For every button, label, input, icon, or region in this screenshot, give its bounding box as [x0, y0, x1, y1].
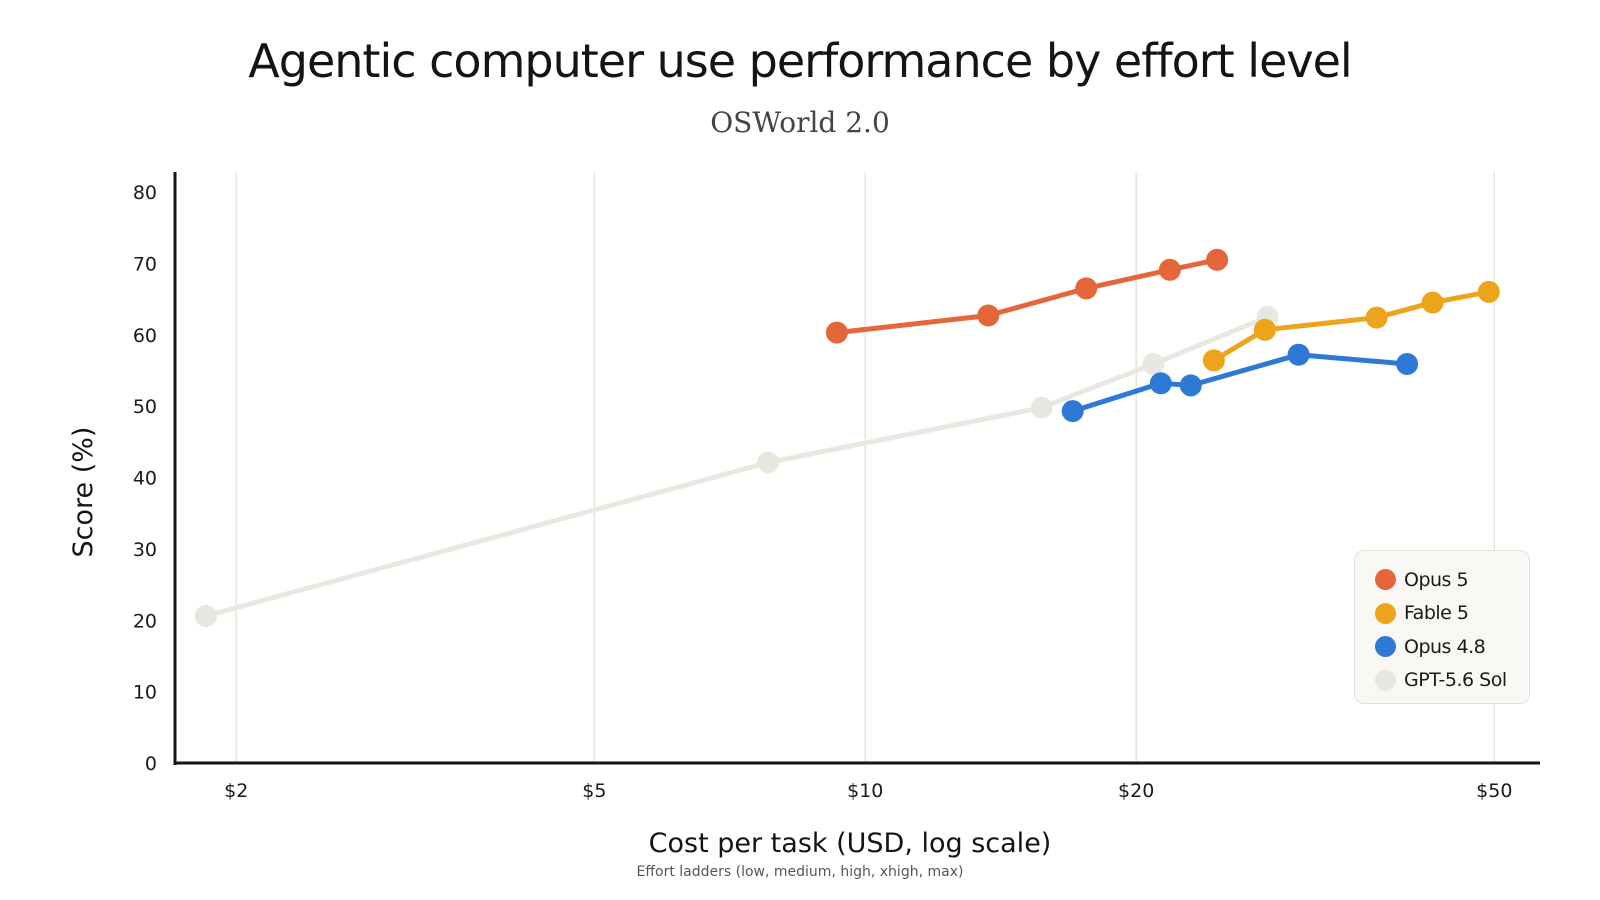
y-tick-label-30: 30 — [133, 539, 157, 561]
data-point-opus-4-8-4 — [1287, 343, 1310, 366]
data-point-fable-5-2 — [1253, 318, 1276, 341]
grid-lines — [235, 172, 1496, 762]
legend-label-gpt-5-6-sol: GPT-5.6 Sol — [1404, 669, 1507, 692]
data-point-opus-4-8-5 — [1396, 353, 1419, 375]
series-line-opus-4-8 — [1070, 352, 1410, 414]
y-tick-label-60: 60 — [133, 325, 157, 347]
legend-swatch-opus-4-8 — [1375, 636, 1396, 658]
series-fable-5 — [1202, 280, 1500, 372]
legend-item-opus-5: Opus 5 — [1375, 563, 1529, 597]
series-gpt-5-6-sol — [194, 305, 1279, 627]
legend: Opus 5 Fable 5 Opus 4.8 GPT-5.6 Sol — [1354, 550, 1530, 704]
x-tick-label-20: $20 — [1118, 780, 1154, 802]
axes — [173, 172, 1540, 765]
data-point-opus-4-8-1 — [1061, 400, 1084, 423]
y-tick-label-0: 0 — [145, 753, 157, 775]
y-tick-label-40: 40 — [133, 468, 157, 490]
data-point-gpt-5-6-sol-3 — [1030, 396, 1053, 419]
chart-title: Agentic computer use performance by effo… — [248, 34, 1352, 88]
chart-subtitle: OSWorld 2.0 — [710, 106, 890, 139]
legend-item-gpt-5-6-sol: GPT-5.6 Sol — [1375, 664, 1529, 698]
tick-labels: $2 $5 $10 $20 $50 0 10 20 30 40 50 60 70 80 — [133, 182, 1513, 802]
legend-label-opus-4-8: Opus 4.8 — [1404, 635, 1486, 658]
data-point-fable-5-4 — [1421, 291, 1444, 314]
x-tick-label-50: $50 — [1476, 780, 1512, 802]
data-point-opus-4-8-3 — [1179, 374, 1202, 397]
legend-swatch-gpt-5-6-sol — [1375, 669, 1396, 691]
legend-item-opus-4-8: Opus 4.8 — [1375, 630, 1529, 664]
legend-item-fable-5: Fable 5 — [1375, 597, 1529, 631]
data-point-opus-4-8-2 — [1149, 372, 1172, 395]
chart-note: Effort ladders (low, medium, high, xhigh… — [636, 864, 964, 880]
x-axis-title: Cost per task (USD, log scale) — [649, 828, 1052, 859]
x-tick-label-2: $2 — [224, 780, 248, 802]
x-tick-label-5: $5 — [582, 780, 606, 802]
y-tick-label-20: 20 — [133, 610, 157, 632]
data-point-opus-5-1 — [825, 321, 848, 344]
data-point-gpt-5-6-sol-2 — [757, 451, 780, 474]
data-point-opus-5-5 — [1206, 248, 1229, 271]
y-tick-label-50: 50 — [133, 396, 157, 418]
data-point-fable-5-3 — [1365, 306, 1388, 329]
data-series — [194, 248, 1500, 627]
data-point-fable-5-5 — [1477, 280, 1500, 303]
legend-label-opus-5: Opus 5 — [1404, 568, 1469, 591]
data-point-opus-5-3 — [1075, 277, 1098, 300]
data-point-opus-5-4 — [1158, 258, 1181, 281]
data-point-fable-5-1 — [1202, 349, 1225, 372]
series-opus-4-8 — [1061, 343, 1419, 423]
series-opus-5 — [825, 248, 1229, 344]
y-axis-title: Score (%) — [68, 427, 99, 558]
legend-label-fable-5: Fable 5 — [1404, 602, 1469, 625]
data-point-gpt-5-6-sol-1 — [194, 605, 217, 627]
y-tick-label-80: 80 — [133, 182, 157, 204]
x-tick-label-10: $10 — [847, 780, 883, 802]
legend-swatch-fable-5 — [1375, 602, 1396, 624]
legend-swatch-opus-5 — [1375, 569, 1396, 591]
series-line-gpt-5-6-sol — [203, 314, 1271, 619]
data-point-gpt-5-6-sol-4 — [1142, 353, 1165, 375]
y-tick-label-10: 10 — [133, 682, 157, 704]
data-point-opus-5-2 — [977, 304, 1000, 327]
y-tick-label-70: 70 — [133, 253, 157, 275]
